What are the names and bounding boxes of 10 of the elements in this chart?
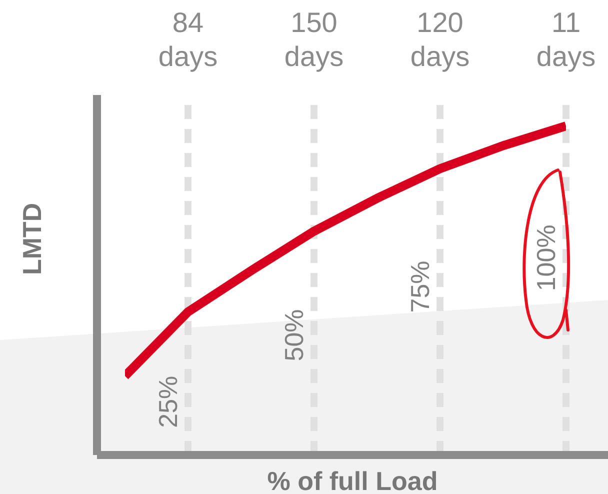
x-tick-label: 84 days <box>158 7 218 72</box>
annotation: 25% <box>153 376 183 428</box>
annotation: 75% <box>405 260 435 313</box>
annotation: 50% <box>279 309 309 362</box>
x-tick-label: 150 days <box>284 7 344 72</box>
annotation: 100% <box>531 224 561 292</box>
x-tick-label: 11 days <box>536 7 596 72</box>
x-axis-title: % of full Load <box>267 466 438 494</box>
y-axis-title: LMTD <box>17 202 48 275</box>
x-tick-label: 120 days <box>410 7 470 72</box>
